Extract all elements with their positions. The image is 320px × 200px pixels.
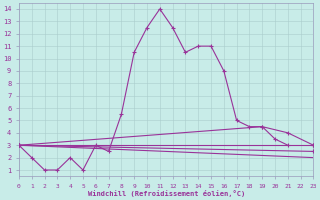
X-axis label: Windchill (Refroidissement éolien,°C): Windchill (Refroidissement éolien,°C) <box>88 190 245 197</box>
